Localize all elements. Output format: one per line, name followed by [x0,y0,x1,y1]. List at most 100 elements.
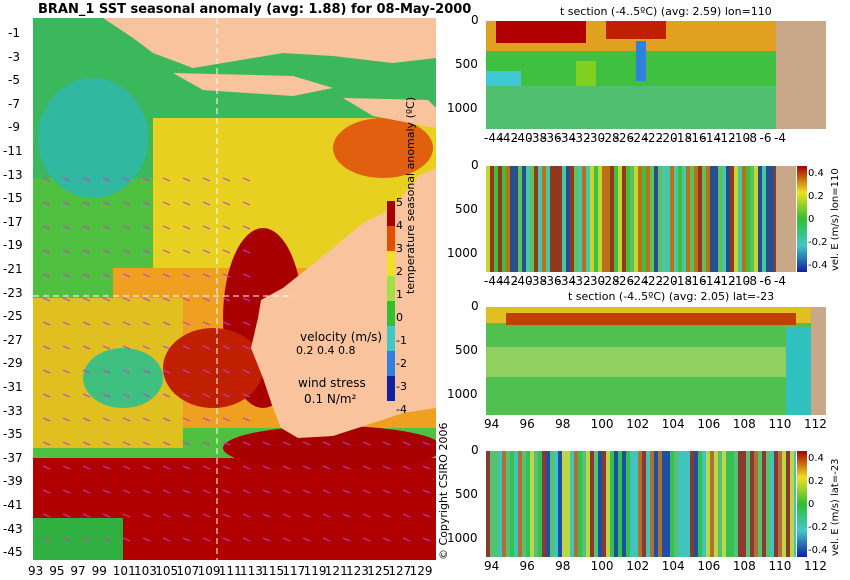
velocity-stripe [782,451,786,557]
velocity-arrow [82,537,91,542]
velocity-stripe [554,451,558,557]
velocity-arrow [102,321,111,326]
velocity-arrow [402,513,411,518]
velocity-arrow [182,321,191,326]
panel-y-tick: 500 [455,202,478,216]
velocity-stripe [750,166,754,272]
velocity-stripe [786,451,790,557]
velocity-arrow [142,345,151,350]
velocity-arrow [242,225,251,230]
panel-x-tick: -36 [542,131,562,145]
section-panel-lat-temp[interactable] [486,307,826,415]
velocity-arrow [202,441,211,446]
velocity-stripe [694,166,698,272]
velocity-arrow [282,441,291,446]
velocity-arrow [142,441,151,446]
velocity-arrow [262,537,271,542]
velocity-stripe [690,166,694,272]
velocity-stripe [734,166,738,272]
velocity-arrow [102,369,111,374]
velocity-stripe [714,166,718,272]
velocity-stripe [578,451,582,557]
velocity-arrow [222,441,231,446]
colorbar-tick-label: -4 [396,403,407,416]
panel-colorbar-tick: -0.2 [808,237,828,248]
velocity-stripe [622,451,626,557]
velocity-label: velocity (m/s) [300,330,383,344]
velocity-stripe [742,166,746,272]
velocity-arrow [122,441,131,446]
velocity-arrow [342,537,351,542]
colorbar-tick-label: -1 [396,334,407,347]
lon-tick-label: 117 [282,564,306,578]
velocity-arrow [102,537,111,542]
velocity-stripe [670,451,674,557]
velocity-arrow [322,537,331,542]
velocity-stripe [602,166,606,272]
velocity-arrow [122,537,131,542]
velocity-arrow [82,297,91,302]
section-panel-lon-vel[interactable] [486,166,796,272]
velocity-arrow [142,369,151,374]
colorbar-tick-label: 0 [396,311,403,324]
velocity-arrow [162,441,171,446]
velocity-stripe [586,451,590,557]
velocity-stripe [514,451,518,557]
velocity-stripe [590,166,594,272]
velocity-arrow [42,345,51,350]
velocity-stripe [646,166,650,272]
lon-tick-label: 103 [134,564,157,578]
velocity-arrow [242,321,251,326]
lat-tick-label: -19 [3,238,23,253]
sst-anomaly-map[interactable] [33,18,436,560]
velocity-arrow [202,177,211,182]
velocity-arrow [202,465,211,470]
velocity-arrow [382,441,391,446]
velocity-arrow [182,249,191,254]
velocity-stripe [594,166,598,272]
lat-tick-label: -45 [3,545,23,560]
velocity-arrow [102,249,111,254]
velocity-arrow [62,345,71,350]
panel-title-lon-temp: t section (-4..5ºC) (avg: 2.59) lon=110 [560,5,772,18]
velocity-arrow [162,513,171,518]
velocity-stripe [634,451,638,557]
velocity-stripe [626,451,630,557]
velocity-arrow [122,369,131,374]
section-panel-lon-temp[interactable] [486,21,826,129]
velocity-arrow [342,513,351,518]
panel-x-tick: -8 [745,131,757,145]
velocity-stripe [634,166,638,272]
velocity-arrow [42,417,51,422]
velocity-stripe [770,451,774,557]
velocity-arrow [182,393,191,398]
velocity-stripe [518,451,522,557]
velocity-arrow [42,201,51,206]
velocity-arrow [162,537,171,542]
panel-colorbar-tick: -0.4 [808,260,828,271]
panel-colorbar-tick: -0.4 [808,545,828,556]
velocity-arrow [182,273,191,278]
lon-tick-label: 99 [91,564,107,578]
panel-x-tick: 112 [804,417,827,431]
lat-tick-label: -13 [3,167,23,182]
velocity-arrow [162,393,171,398]
panel-x-tick: -28 [600,274,620,288]
velocity-stripe [606,166,610,272]
velocity-arrow [42,177,51,182]
velocity-scale: 0.2 0.4 0.8 [296,344,356,357]
velocity-stripe [766,166,770,272]
velocity-arrow [162,177,171,182]
velocity-stripe [502,451,506,557]
velocity-arrow [42,273,51,278]
velocity-stripe [566,451,570,557]
velocity-stripe [562,166,566,272]
warm-eddy-4 [333,118,433,178]
velocity-arrow [242,417,251,422]
section-panel-lat-vel[interactable] [486,451,798,557]
velocity-stripe [734,451,738,557]
velocity-stripe [514,166,518,272]
velocity-arrow [242,273,251,278]
lon-tick-label: 111 [218,564,242,578]
panel-x-tick: -10 [730,274,751,288]
